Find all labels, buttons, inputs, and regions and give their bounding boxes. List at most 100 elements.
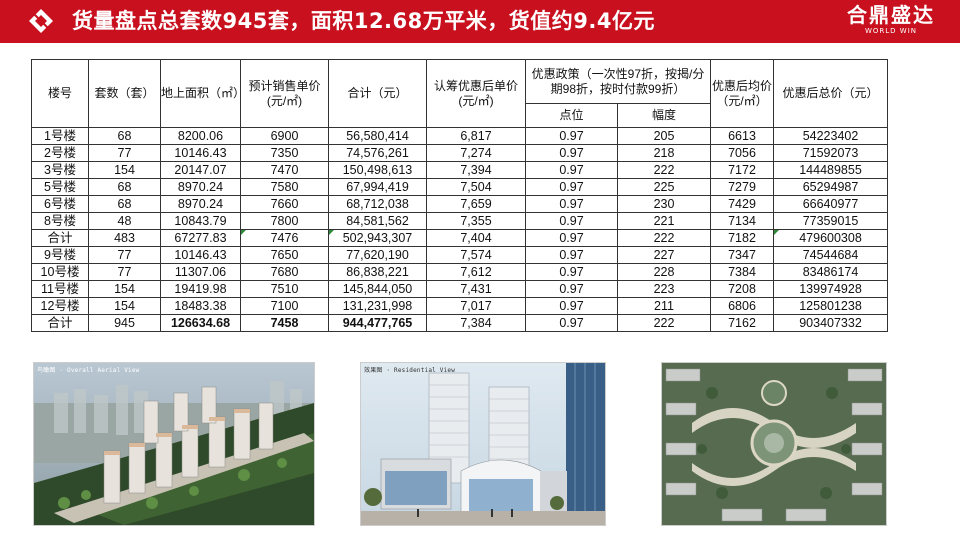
cell-unit-price: 7680 (240, 263, 329, 281)
cell-unit-price: 7580 (240, 178, 329, 196)
cell-avg-price: 7279 (710, 178, 775, 196)
cell-total-price: 65294987 (773, 178, 889, 196)
cell-point: 0.97 (525, 212, 618, 230)
cell-range: 205 (616, 127, 712, 145)
table-row: 2号楼 77 10146.43 7350 74,576,261 7,274 0.… (31, 144, 889, 162)
cell-subscribe-price: 7,431 (426, 280, 526, 298)
table-row: 11号楼 154 19419.98 7510 145,844,050 7,431… (31, 280, 889, 298)
cell-total: 67,994,419 (328, 178, 427, 196)
header-avg-price: 优惠后均价（元/㎡） (710, 59, 775, 128)
cell-point: 0.97 (525, 127, 618, 145)
cell-building: 合计 (31, 229, 89, 247)
cell-total: 56,580,414 (328, 127, 427, 145)
cell-subscribe-price: 7,504 (426, 178, 526, 196)
cell-avg-price: 7162 (710, 314, 775, 332)
cell-subscribe-price: 7,612 (426, 263, 526, 281)
cell-range: 222 (616, 161, 712, 179)
cell-units: 77 (88, 144, 161, 162)
cell-building: 3号楼 (31, 161, 89, 179)
cell-subscribe-price: 7,574 (426, 246, 526, 264)
header-building: 楼号 (31, 59, 89, 128)
cell-total-price: 77359015 (773, 212, 889, 230)
cell-total-price: 66640977 (773, 195, 889, 213)
table-row: 3号楼 154 20147.07 7470 150,498,613 7,394 … (31, 161, 889, 179)
cell-area: 19419.98 (160, 280, 241, 298)
residential-view-photo: 效果图 · Residential View (360, 362, 606, 526)
table-row: 9号楼 77 10146.43 7650 77,620,190 7,574 0.… (31, 246, 889, 264)
cell-total: 86,838,221 (328, 263, 427, 281)
cell-unit-price: 7660 (240, 195, 329, 213)
cell-avg-price: 7347 (710, 246, 775, 264)
cell-total: 68,712,038 (328, 195, 427, 213)
table-row: 5号楼 68 8970.24 7580 67,994,419 7,504 0.9… (31, 178, 889, 196)
cell-area: 126634.68 (160, 314, 241, 332)
cell-units: 945 (88, 314, 161, 332)
cell-area: 10146.43 (160, 144, 241, 162)
cell-avg-price: 6613 (710, 127, 775, 145)
subtotal-row: 合计 483 67277.83 7476 502,943,307 7,404 0… (31, 229, 889, 247)
cell-subscribe-price: 7,394 (426, 161, 526, 179)
cell-units: 68 (88, 195, 161, 213)
aerial-view-photo: 鸟瞰图 · Overall Aerial View (33, 362, 315, 526)
cell-building: 12号楼 (31, 297, 89, 315)
cell-total: 944,477,765 (328, 314, 427, 332)
cell-range: 221 (616, 212, 712, 230)
cell-total-price: 74544684 (773, 246, 889, 264)
cell-subscribe-price: 7,355 (426, 212, 526, 230)
cell-avg-price: 7208 (710, 280, 775, 298)
cell-total-price: 71592073 (773, 144, 889, 162)
cell-avg-price: 7056 (710, 144, 775, 162)
cell-point: 0.97 (525, 229, 618, 247)
cell-unit-price: 7350 (240, 144, 329, 162)
logo-text-en: WORLD WIN (864, 27, 918, 35)
cell-building: 2号楼 (31, 144, 89, 162)
cell-avg-price: 7172 (710, 161, 775, 179)
cell-area: 8200.06 (160, 127, 241, 145)
cell-area: 10843.79 (160, 212, 241, 230)
cell-point: 0.97 (525, 144, 618, 162)
cell-point: 0.97 (525, 297, 618, 315)
cell-total-price: 125801238 (773, 297, 889, 315)
header-unit-price: 预计销售单价(元/㎡) (240, 59, 329, 128)
cell-range: 225 (616, 178, 712, 196)
cell-building: 8号楼 (31, 212, 89, 230)
table-row: 10号楼 77 11307.06 7680 86,838,221 7,612 0… (31, 263, 889, 281)
site-plan-photo (661, 362, 887, 526)
company-logo: 合鼎盛达 WORLD WIN (832, 2, 950, 40)
cell-area: 20147.07 (160, 161, 241, 179)
cell-building: 11号楼 (31, 280, 89, 298)
inventory-table: 楼号 套数（套） 地上面积（㎡） 预计销售单价(元/㎡) 合计（元） 认筹优惠后… (31, 59, 889, 332)
cell-subscribe-price: 7,659 (426, 195, 526, 213)
cell-unit-price: 6900 (240, 127, 329, 145)
page-title: 货量盘点总套数945套，面积12.68万平米，货值约9.4亿元 (72, 9, 655, 33)
cell-avg-price: 7134 (710, 212, 775, 230)
cell-units: 77 (88, 246, 161, 264)
cell-area: 8970.24 (160, 195, 241, 213)
table-row: 6号楼 68 8970.24 7660 68,712,038 7,659 0.9… (31, 195, 889, 213)
table-row: 12号楼 154 18483.38 7100 131,231,998 7,017… (31, 297, 889, 315)
cell-total-price: 903407332 (773, 314, 889, 332)
cell-building: 1号楼 (31, 127, 89, 145)
aerial-caption: 鸟瞰图 · Overall Aerial View (37, 367, 140, 374)
cell-unit-price: 7800 (240, 212, 329, 230)
cell-point: 0.97 (525, 246, 618, 264)
cell-range: 218 (616, 144, 712, 162)
cell-point: 0.97 (525, 161, 618, 179)
cell-total: 150,498,613 (328, 161, 427, 179)
cell-point: 0.97 (525, 178, 618, 196)
cell-units: 68 (88, 127, 161, 145)
header-subscribe-price: 认筹优惠后单价(元/㎡) (426, 59, 526, 128)
cell-total: 502,943,307 (328, 229, 427, 247)
header-range: 幅度 (616, 103, 712, 128)
cell-building: 6号楼 (31, 195, 89, 213)
cell-units: 68 (88, 178, 161, 196)
header-area: 地上面积（㎡） (160, 59, 241, 128)
cell-subscribe-price: 7,274 (426, 144, 526, 162)
cell-building: 5号楼 (31, 178, 89, 196)
cell-area: 8970.24 (160, 178, 241, 196)
cell-range: 227 (616, 246, 712, 264)
cell-total: 74,576,261 (328, 144, 427, 162)
cell-area: 67277.83 (160, 229, 241, 247)
header-policy: 优惠政策（一次性97折，按揭/分期98折，按时付款99折） (524, 59, 712, 104)
cell-units: 48 (88, 212, 161, 230)
